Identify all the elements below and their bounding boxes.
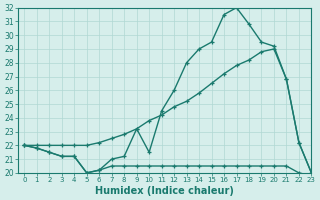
X-axis label: Humidex (Indice chaleur): Humidex (Indice chaleur)	[95, 186, 234, 196]
